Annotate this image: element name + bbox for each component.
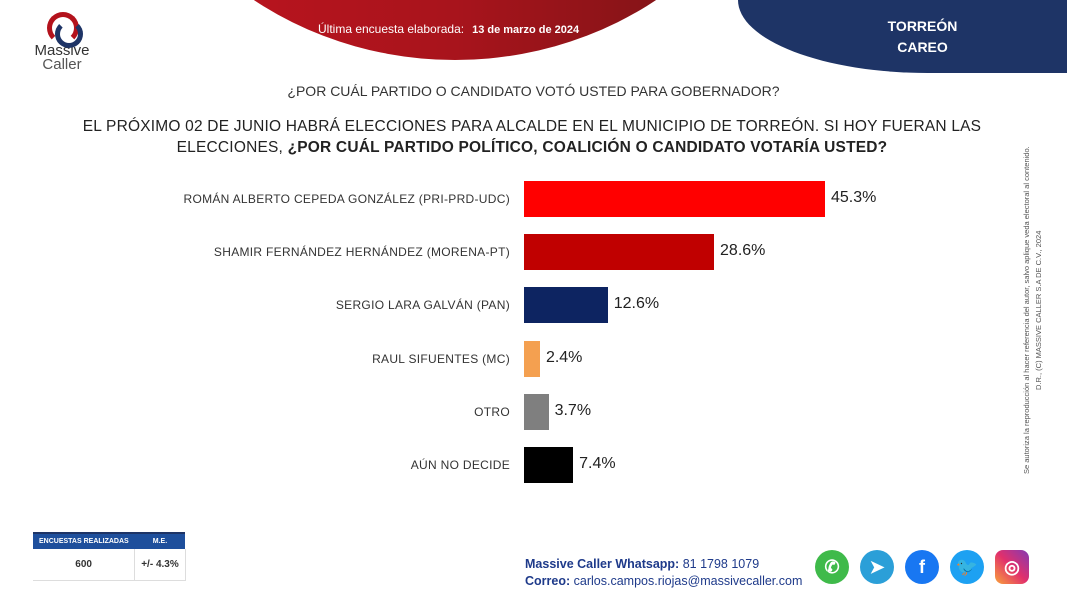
bar-row: RAUL SIFUENTES (MC) 2.4% <box>0 340 1000 377</box>
bar-value-label: 7.4% <box>579 455 616 472</box>
bar-label: ROMÁN ALBERTO CEPEDA GONZÁLEZ (PRI-PRD-U… <box>183 192 510 206</box>
question-mayor: EL PRÓXIMO 02 DE JUNIO HABRÁ ELECCIONES … <box>62 116 1002 158</box>
bar-value-label: 45.3% <box>831 189 877 206</box>
place-label: TORREÓN CAREO <box>870 16 975 58</box>
legal-notice: Se autoriza la reproducción al hacer ref… <box>1022 120 1062 500</box>
bar-row: OTRO 3.7% <box>0 393 1000 430</box>
massive-caller-logo: Massive Caller <box>34 10 90 72</box>
legal-authorization: Se autoriza la reproducción al hacer ref… <box>1022 146 1031 474</box>
bar-value-label: 3.7% <box>554 401 592 419</box>
bar-label: AÚN NO DECIDE <box>410 458 510 472</box>
bar <box>524 340 540 377</box>
bar-value-label: 28.6% <box>720 242 766 260</box>
bar <box>524 287 608 324</box>
instagram-icon[interactable]: ◎ <box>995 550 1029 584</box>
bar <box>524 393 549 430</box>
bar-label: RAUL SIFUENTES (MC) <box>372 351 510 366</box>
question-mayor-bold: ¿POR CUÁL PARTIDO POLÍTICO, COALICIÓN O … <box>287 139 888 156</box>
bar-row: ROMÁN ALBERTO CEPEDA GONZÁLEZ (PRI-PRD-U… <box>0 181 1000 217</box>
telegram-icon[interactable]: ➤ <box>860 550 894 584</box>
logo-icon <box>45 10 83 48</box>
bar-label: SHAMIR FERNÁNDEZ HERNÁNDEZ (MORENA-PT) <box>213 245 510 260</box>
stats-header-surveys: ENCUESTAS REALIZADAS <box>33 532 135 549</box>
email-label: Correo: <box>525 574 571 588</box>
logo-text-2: Caller <box>42 56 82 73</box>
place-type: CAREO <box>897 39 948 55</box>
stats-surveys: 600 <box>33 549 136 581</box>
whatsapp-icon[interactable]: ✆ <box>815 550 849 584</box>
whatsapp-label: Massive Caller Whatsapp: <box>525 557 680 571</box>
whatsapp-number: 81 1798 1079 <box>682 557 760 571</box>
stats-header-margin: M.E. <box>134 532 186 549</box>
question-governor: ¿POR CUÁL PARTIDO O CANDIDATO VOTÓ USTED… <box>287 83 780 99</box>
bar-value-label: 2.4% <box>545 348 583 366</box>
bar <box>524 447 574 483</box>
bar-row: AÚN NO DECIDE 7.4% <box>0 447 1000 483</box>
survey-label: Última encuesta elaborada: <box>318 22 465 36</box>
social-icons: ✆ ➤ f 🐦 ◎ <box>815 550 1029 584</box>
bar <box>524 234 715 271</box>
twitter-icon[interactable]: 🐦 <box>950 550 984 584</box>
facebook-icon[interactable]: f <box>905 550 939 584</box>
bar <box>524 181 825 217</box>
logo-text-1: Massive <box>34 42 90 59</box>
email-address: carlos.campos.riojas@massivecaller.com <box>573 574 803 588</box>
legal-copyright: D.R., (C) MASSIVE CALLER S.A DE C.V., 20… <box>1034 230 1043 390</box>
bar-value-label: 12.6% <box>613 295 660 313</box>
stats-margin: +/- 4.3% <box>134 549 186 581</box>
bar-row: SERGIO LARA GALVÁN (PAN) 12.6% <box>0 287 1000 324</box>
survey-date: 13 de marzo de 2024 <box>472 24 580 36</box>
survey-date-line: Última encuesta elaborada: 13 de marzo de… <box>318 22 579 36</box>
question-mayor-text: EL PRÓXIMO 02 DE JUNIO HABRÁ ELECCIONES … <box>82 118 982 156</box>
bar-row: SHAMIR FERNÁNDEZ HERNÁNDEZ (MORENA-PT) 28… <box>0 234 1000 271</box>
contact-info: Massive Caller Whatsapp: 81 1798 1079 Co… <box>525 556 802 590</box>
place-city: TORREÓN <box>887 18 958 34</box>
bar-label: OTRO <box>474 404 510 419</box>
stats-table: ENCUESTAS REALIZADAS M.E. 600 +/- 4.3% <box>33 532 186 581</box>
bar-label: SERGIO LARA GALVÁN (PAN) <box>335 298 510 313</box>
